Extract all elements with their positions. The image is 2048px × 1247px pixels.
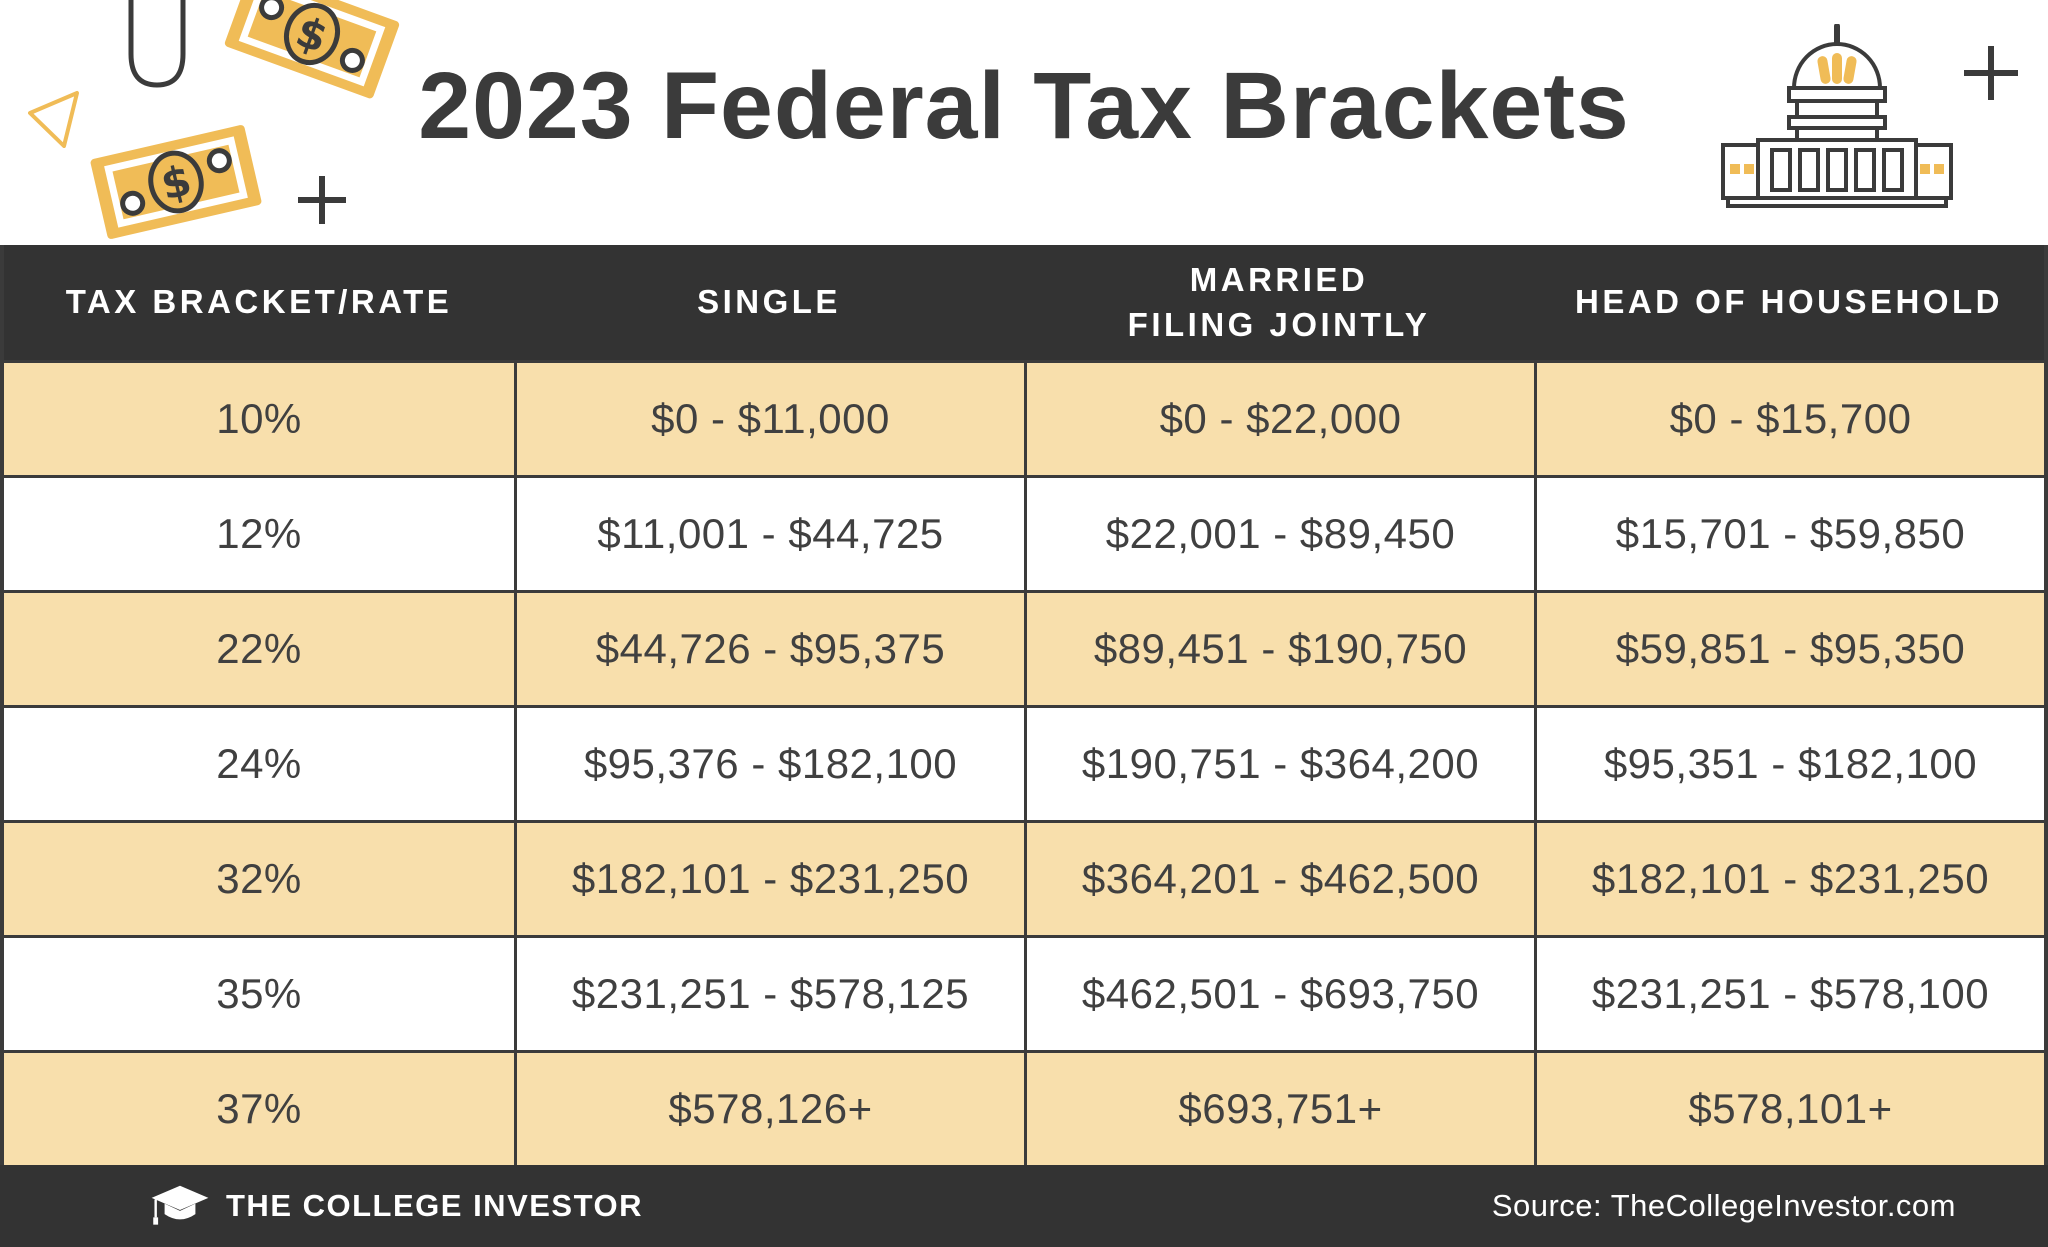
cell-head: $95,351 - $182,100 [1534, 708, 2044, 820]
cell-married: $693,751+ [1024, 1053, 1534, 1165]
cell-single: $11,001 - $44,725 [514, 478, 1024, 590]
cell-single: $0 - $11,000 [514, 363, 1024, 475]
column-header-label-line2: FILING JOINTLY [1127, 305, 1431, 343]
triangle-icon [28, 91, 79, 148]
table-header-row: TAX BRACKET/RATE SINGLE MARRIED FILING J… [4, 245, 2044, 360]
cell-rate: 37% [216, 1085, 302, 1132]
cell-rate: 32% [216, 855, 302, 902]
brand-name: THE COLLEGE INVESTOR [226, 1188, 643, 1223]
cell-head: $59,851 - $95,350 [1534, 593, 2044, 705]
cell-married: $190,751 - $364,200 [1024, 708, 1534, 820]
column-header-single: SINGLE [514, 245, 1024, 360]
source-attribution: Source: TheCollegeInvestor.com [1491, 1188, 1956, 1223]
table-row: 10% $0 - $11,000 $0 - $22,000 $0 - $15,7… [4, 360, 2044, 475]
cell-single: $231,251 - $578,125 [514, 938, 1024, 1050]
column-header-tax-bracket: TAX BRACKET/RATE [4, 245, 514, 360]
cell-head: $231,251 - $578,100 [1534, 938, 2044, 1050]
tax-bracket-table: TAX BRACKET/RATE SINGLE MARRIED FILING J… [0, 245, 2048, 1165]
page-title: 2023 Federal Tax Brackets [418, 53, 1630, 159]
column-header-label: MARRIED [1189, 260, 1369, 298]
table-row: 22% $44,726 - $95,375 $89,451 - $190,750… [4, 590, 2044, 705]
cell-married: $0 - $22,000 [1024, 363, 1534, 475]
table-row: 35% $231,251 - $578,125 $462,501 - $693,… [4, 935, 2044, 1050]
cell-single: $182,101 - $231,250 [514, 823, 1024, 935]
table-row: 12% $11,001 - $44,725 $22,001 - $89,450 … [4, 475, 2044, 590]
cell-head: $578,101+ [1534, 1053, 2044, 1165]
column-header-married-filing-jointly: MARRIED FILING JOINTLY [1024, 245, 1534, 360]
cell-rate: 22% [216, 625, 302, 672]
table-row: 24% $95,376 - $182,100 $190,751 - $364,2… [4, 705, 2044, 820]
plus-icon [1964, 46, 2018, 100]
cell-single: $578,126+ [514, 1053, 1024, 1165]
cell-head: $0 - $15,700 [1534, 363, 2044, 475]
cell-rate: 12% [216, 510, 302, 557]
cell-single: $44,726 - $95,375 [514, 593, 1024, 705]
title-band: $ $ 2023 Federal Tax Brackets [0, 0, 2048, 245]
cell-head: $15,701 - $59,850 [1534, 478, 2044, 590]
table-row: 32% $182,101 - $231,250 $364,201 - $462,… [4, 820, 2044, 935]
cell-head: $182,101 - $231,250 [1534, 823, 2044, 935]
column-header-label: TAX BRACKET/RATE [65, 283, 453, 321]
cell-single: $95,376 - $182,100 [514, 708, 1024, 820]
money-bill-icon: $ [90, 125, 262, 239]
plus-icon [298, 176, 346, 224]
column-header-label: HEAD OF HOUSEHOLD [1574, 283, 2003, 321]
graduation-cap-icon [151, 1185, 209, 1225]
capitol-building-icon [1721, 24, 1953, 208]
cell-married: $89,451 - $190,750 [1024, 593, 1534, 705]
money-bill-icon: $ [224, 0, 400, 99]
brand-logo: THE COLLEGE INVESTOR [150, 1183, 643, 1229]
column-header-label: SINGLE [697, 283, 841, 321]
paperclip-icon [128, 0, 186, 88]
cell-married: $22,001 - $89,450 [1024, 478, 1534, 590]
cell-married: $462,501 - $693,750 [1024, 938, 1534, 1050]
table-row: 37% $578,126+ $693,751+ $578,101+ [4, 1050, 2044, 1165]
cell-married: $364,201 - $462,500 [1024, 823, 1534, 935]
cell-rate: 10% [216, 395, 302, 442]
column-header-head-of-household: HEAD OF HOUSEHOLD [1534, 245, 2044, 360]
footer-bar: THE COLLEGE INVESTOR Source: TheCollegeI… [0, 1165, 2048, 1247]
cell-rate: 35% [216, 970, 302, 1017]
cell-rate: 24% [216, 740, 302, 787]
